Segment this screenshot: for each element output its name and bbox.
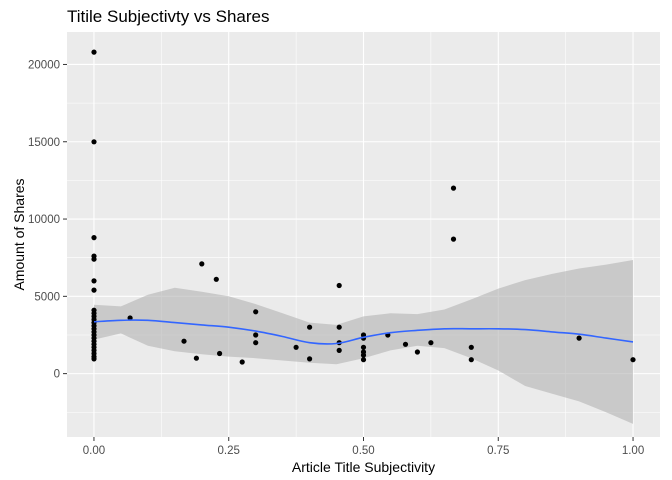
confidence-band (94, 260, 633, 424)
data-point (253, 340, 259, 346)
confidence-band-layer (94, 260, 633, 424)
data-point (630, 357, 636, 363)
data-point (468, 344, 474, 350)
data-point (307, 324, 313, 330)
x-axis-title: Article Title Subjectivity (292, 459, 435, 475)
data-point (91, 278, 97, 284)
data-point (91, 235, 97, 241)
data-point (576, 335, 582, 341)
data-point (193, 355, 199, 361)
data-point (336, 324, 342, 330)
data-point (91, 49, 97, 55)
data-point (239, 359, 245, 365)
y-tick-label: 15000 (28, 137, 60, 149)
data-point (91, 287, 97, 293)
x-tick-label: 0.75 (487, 445, 509, 457)
data-point (360, 352, 367, 358)
x-tick-label: 0.25 (218, 445, 240, 457)
data-point (360, 344, 367, 350)
smooth-line-layer (93, 319, 634, 345)
data-point (213, 276, 219, 282)
smooth-line (93, 319, 634, 345)
data-point (414, 349, 420, 355)
data-point (360, 357, 367, 363)
x-tick-label: 0.50 (352, 445, 374, 457)
chart-title: Titile Subjectivty vs Shares (67, 7, 270, 26)
data-point (450, 236, 457, 242)
y-tick-label: 20000 (28, 59, 60, 71)
x-tick-label: 1.00 (622, 445, 644, 457)
data-point (428, 340, 434, 346)
data-point (336, 347, 342, 353)
data-point (217, 350, 223, 357)
data-point (450, 185, 457, 191)
data-point (293, 344, 299, 350)
data-point (91, 256, 97, 262)
data-point (91, 139, 97, 145)
x-axis: 0.00 0.25 0.50 0.75 1.00 (83, 437, 644, 457)
y-axis: 0 5000 10000 15000 20000 (28, 59, 67, 381)
data-point (468, 357, 474, 363)
data-point (402, 341, 409, 347)
points-layer (91, 49, 636, 365)
data-point (91, 356, 97, 362)
y-axis-title: Amount of Shares (11, 178, 27, 290)
data-point (199, 261, 205, 267)
y-tick-label: 5000 (34, 291, 60, 303)
data-point (307, 356, 313, 362)
data-point (336, 282, 342, 289)
data-point (181, 338, 187, 344)
data-point (253, 309, 259, 315)
y-tick-label: 10000 (28, 214, 60, 226)
y-tick-label: 0 (54, 369, 60, 381)
x-tick-label: 0.00 (83, 445, 105, 457)
data-point (253, 332, 259, 338)
